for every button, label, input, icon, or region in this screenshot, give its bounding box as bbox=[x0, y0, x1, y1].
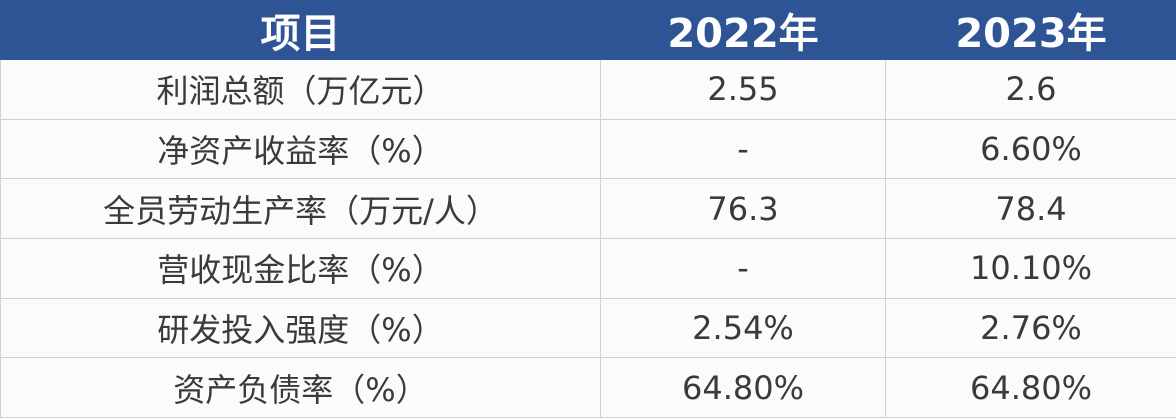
header-cell: 2023年 bbox=[885, 0, 1176, 60]
table-row: 营收现金比率（%） -10.10% bbox=[0, 237, 1176, 299]
cell: 64.80% bbox=[600, 357, 886, 418]
row-label: 研发投入强度（%） bbox=[0, 297, 601, 359]
header-cell: 2022年 bbox=[600, 0, 886, 60]
cell: 2.6 bbox=[885, 59, 1176, 120]
cell: - bbox=[600, 237, 886, 299]
cell: 78.4 bbox=[885, 178, 1176, 239]
header-cell: 项目 bbox=[0, 0, 601, 60]
table-head: 项目 2022年 2023年 bbox=[0, 0, 1176, 60]
row-label: 利润总额（万亿元） bbox=[0, 59, 601, 120]
row-label: 净资产收益率（%） bbox=[0, 118, 601, 180]
cell: 2.54% bbox=[600, 297, 886, 359]
cell: 10.10% bbox=[885, 237, 1176, 299]
cell: 64.80% bbox=[885, 357, 1176, 418]
table-row: 研发投入强度（%） 2.54% 2.76% bbox=[0, 297, 1176, 359]
table-row: 资产负债率（%） 64.80% 64.80% bbox=[0, 357, 1176, 418]
table-row: 全员劳动生产率（万元/人） 76.3 78.4 bbox=[0, 178, 1176, 239]
row-label: 全员劳动生产率（万元/人） bbox=[0, 178, 601, 239]
cell: 6.60% bbox=[885, 118, 1176, 180]
cell: 2.76% bbox=[885, 297, 1176, 359]
table-row: 净资产收益率（%） -6.60% bbox=[0, 118, 1176, 180]
cell: 2.55 bbox=[600, 59, 886, 120]
cell: 76.3 bbox=[600, 178, 886, 239]
row-label: 资产负债率（%） bbox=[0, 357, 601, 418]
header-row: 项目 2022年 2023年 bbox=[0, 0, 1176, 60]
cell: - bbox=[600, 118, 886, 180]
row-label: 营收现金比率（%） bbox=[0, 237, 601, 299]
table-body: 利润总额（万亿元） 2.55 2.6 净资产收益率（%） -6.60% 全员劳动生产率（万… bbox=[0, 59, 1176, 418]
table-row: 利润总额（万亿元） 2.55 2.6 bbox=[0, 59, 1176, 120]
